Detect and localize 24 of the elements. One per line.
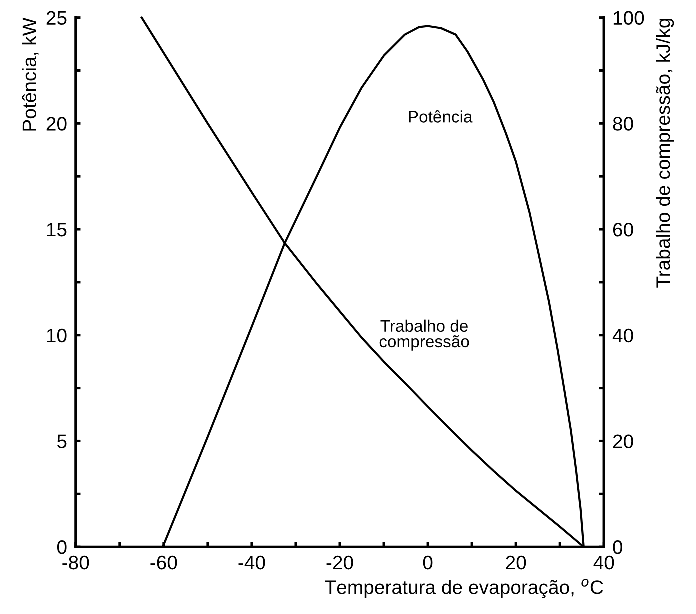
x-tick-label: 40 <box>594 556 614 570</box>
y2-axis-title: Trabalho de compressão, kJ/kg <box>656 19 674 288</box>
x-tick-label: 0 <box>423 556 433 570</box>
x-tick-label: -80 <box>62 556 90 570</box>
x-axis-title: Temperatura de evaporação, $^{o}$C <box>325 579 604 598</box>
y-tick-label: 20 <box>46 117 67 131</box>
x-tick-label: -20 <box>326 556 354 570</box>
y2-tick-label: 20 <box>613 434 634 448</box>
x-tick-label: -40 <box>238 556 266 570</box>
series-label: Potência <box>409 110 473 123</box>
y2-tick-label: 0 <box>613 540 623 554</box>
y2-tick-label: 80 <box>613 117 634 131</box>
y-tick-label: 0 <box>57 540 67 554</box>
series-label: Trabalho de compressão <box>380 320 470 351</box>
y2-tick-label: 40 <box>612 328 634 343</box>
y-tick-label: 10 <box>47 328 67 343</box>
y2-tick-label: 100 <box>614 11 644 26</box>
y-tick-label: 25 <box>46 11 67 26</box>
x-tick-label: -60 <box>150 556 178 570</box>
y2-tick-label: 60 <box>613 222 634 237</box>
x-tick-label: 20 <box>506 556 526 570</box>
y-axis-title: Potência, kW <box>22 18 39 131</box>
y-tick-label: 15 <box>47 223 67 237</box>
y-tick-label: 5 <box>57 434 67 448</box>
